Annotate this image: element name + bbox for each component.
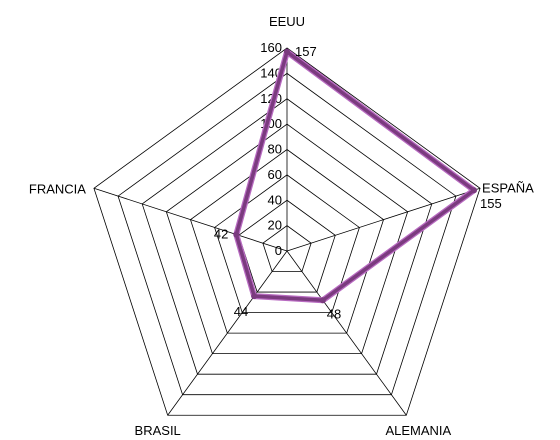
tick-label: 0 — [275, 243, 282, 258]
grid-ring — [141, 98, 433, 375]
series-point — [284, 48, 290, 55]
series-layer — [233, 48, 478, 304]
data-labels: 157 155 48 44 42 — [214, 44, 502, 321]
tick-label: 20 — [268, 218, 282, 233]
tick-label: 60 — [268, 167, 282, 182]
grid-ring — [262, 225, 312, 272]
spoke — [167, 250, 288, 416]
tick-label: 40 — [268, 192, 282, 207]
series-point — [251, 293, 258, 300]
data-label: 155 — [480, 196, 502, 211]
data-label: 42 — [214, 227, 228, 242]
spoke — [286, 250, 407, 416]
grid-ring — [93, 47, 481, 416]
category-label: BRASIL — [135, 423, 181, 438]
category-label: ESPAÑA — [482, 180, 534, 195]
grid-ring — [214, 174, 360, 313]
grid-ring — [238, 199, 336, 293]
series-point — [319, 297, 326, 304]
category-label: EEUU — [269, 14, 305, 29]
grid-ring — [117, 72, 457, 396]
tick-label: 140 — [260, 65, 282, 80]
category-label: FRANCIA — [29, 181, 86, 196]
series-line — [234, 50, 476, 303]
radar-grid — [93, 47, 481, 416]
data-label: 48 — [327, 306, 341, 321]
spoke — [286, 187, 481, 252]
tick-label: 80 — [268, 142, 282, 157]
series-point — [233, 231, 240, 238]
spoke — [93, 187, 288, 252]
grid-ring — [189, 149, 385, 334]
tick-label: 160 — [260, 40, 282, 55]
series-point — [471, 187, 478, 194]
radar-spokes — [93, 48, 481, 416]
grid-ring — [165, 123, 409, 355]
category-labels: EEUU ESPAÑA ALEMANIA BRASIL FRANCIA — [29, 14, 534, 438]
category-label: ALEMANIA — [385, 423, 451, 438]
data-label: 157 — [295, 44, 317, 59]
data-label: 44 — [234, 304, 248, 319]
